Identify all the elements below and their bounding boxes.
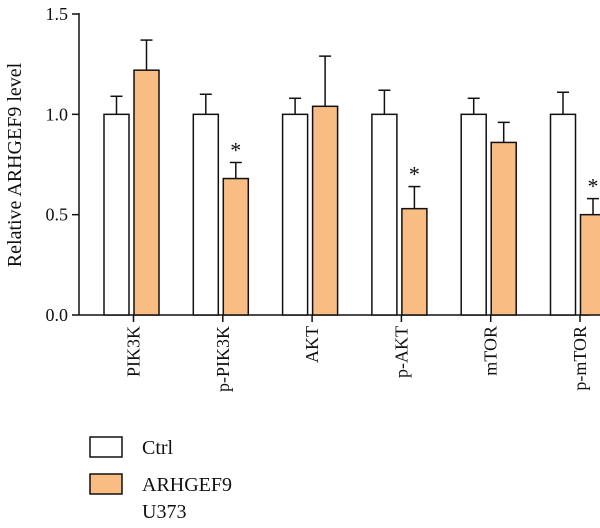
bars: * * * <box>103 39 600 316</box>
bar-ctrl-akt <box>281 113 309 316</box>
y-tick-label: 1.5 <box>46 4 69 24</box>
bar-arhgef9-mtor <box>490 141 517 316</box>
legend-label-arhgef9: ARHGEF9 <box>142 474 232 496</box>
bar-ctrl-p-akt <box>371 113 398 316</box>
significance-marker: * <box>409 162 420 187</box>
bar-ctrl-mtor <box>460 113 487 316</box>
legend-note: U373 <box>142 501 186 523</box>
x-tick-label: PIK3K <box>124 326 144 377</box>
legend-swatch-arhgef9 <box>89 473 123 495</box>
x-tick-label: mTOR <box>481 326 501 376</box>
significance-marker: * <box>230 137 241 162</box>
legend: Ctrl ARHGEF9 U373 <box>89 436 232 523</box>
x-tick-label: p-AKT <box>391 326 411 378</box>
legend-swatch-ctrl <box>89 436 123 458</box>
x-tick-labels: PIK3K p-PIK3K AKT p-AKT mTOR p-mTOR <box>124 326 591 392</box>
bar-arhgef9-pik3k <box>133 69 160 316</box>
bar-arhgef9-akt <box>311 105 339 316</box>
bar-ctrl-p-pik3k <box>192 113 220 316</box>
bar-ctrl-pik3k <box>103 113 130 316</box>
y-tick-label: 1.0 <box>46 104 69 124</box>
legend-label-ctrl: Ctrl <box>142 437 174 459</box>
bar-ctrl-p-mtor <box>549 113 577 316</box>
x-tick-label: p-PIK3K <box>213 326 233 392</box>
bar-arhgef9-p-mtor <box>579 213 600 316</box>
bar-arhgef9-p-akt <box>401 207 428 316</box>
y-tick-label: 0.0 <box>46 305 69 325</box>
x-tick-label: AKT <box>302 326 322 363</box>
bar-arhgef9-p-pik3k <box>222 177 250 316</box>
x-tick-label: p-mTOR <box>570 326 590 391</box>
y-tick-label: 0.5 <box>46 205 69 225</box>
significance-marker: * <box>588 174 599 199</box>
y-axis-title: Relative ARHGEF9 level <box>4 62 26 267</box>
